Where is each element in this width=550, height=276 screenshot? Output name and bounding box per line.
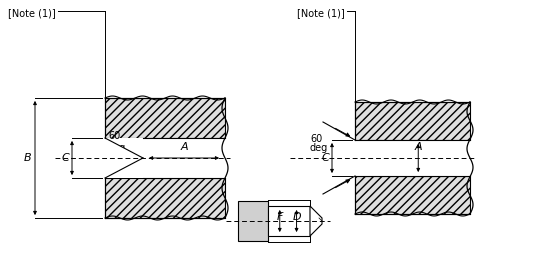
Bar (355, 140, 470, 176)
Text: 60: 60 (310, 134, 322, 144)
Text: A: A (180, 142, 188, 152)
Text: C: C (321, 153, 329, 163)
Bar (268, 206, 310, 236)
Polygon shape (310, 206, 322, 236)
Text: B: B (24, 153, 32, 163)
Text: deg: deg (310, 143, 328, 153)
Polygon shape (105, 138, 143, 178)
Bar (238, 201, 268, 241)
Bar (105, 138, 225, 178)
Text: F: F (277, 212, 283, 222)
Text: [Note (1)]: [Note (1)] (8, 8, 56, 18)
Text: [Note (1)]: [Note (1)] (297, 8, 345, 18)
Bar (355, 102, 470, 140)
Text: 60
deg: 60 deg (108, 131, 126, 153)
Text: C: C (61, 153, 69, 163)
Bar (355, 176, 470, 214)
Bar (105, 178, 225, 218)
Text: D: D (292, 212, 301, 222)
Text: A: A (415, 142, 422, 152)
Bar (105, 98, 225, 138)
